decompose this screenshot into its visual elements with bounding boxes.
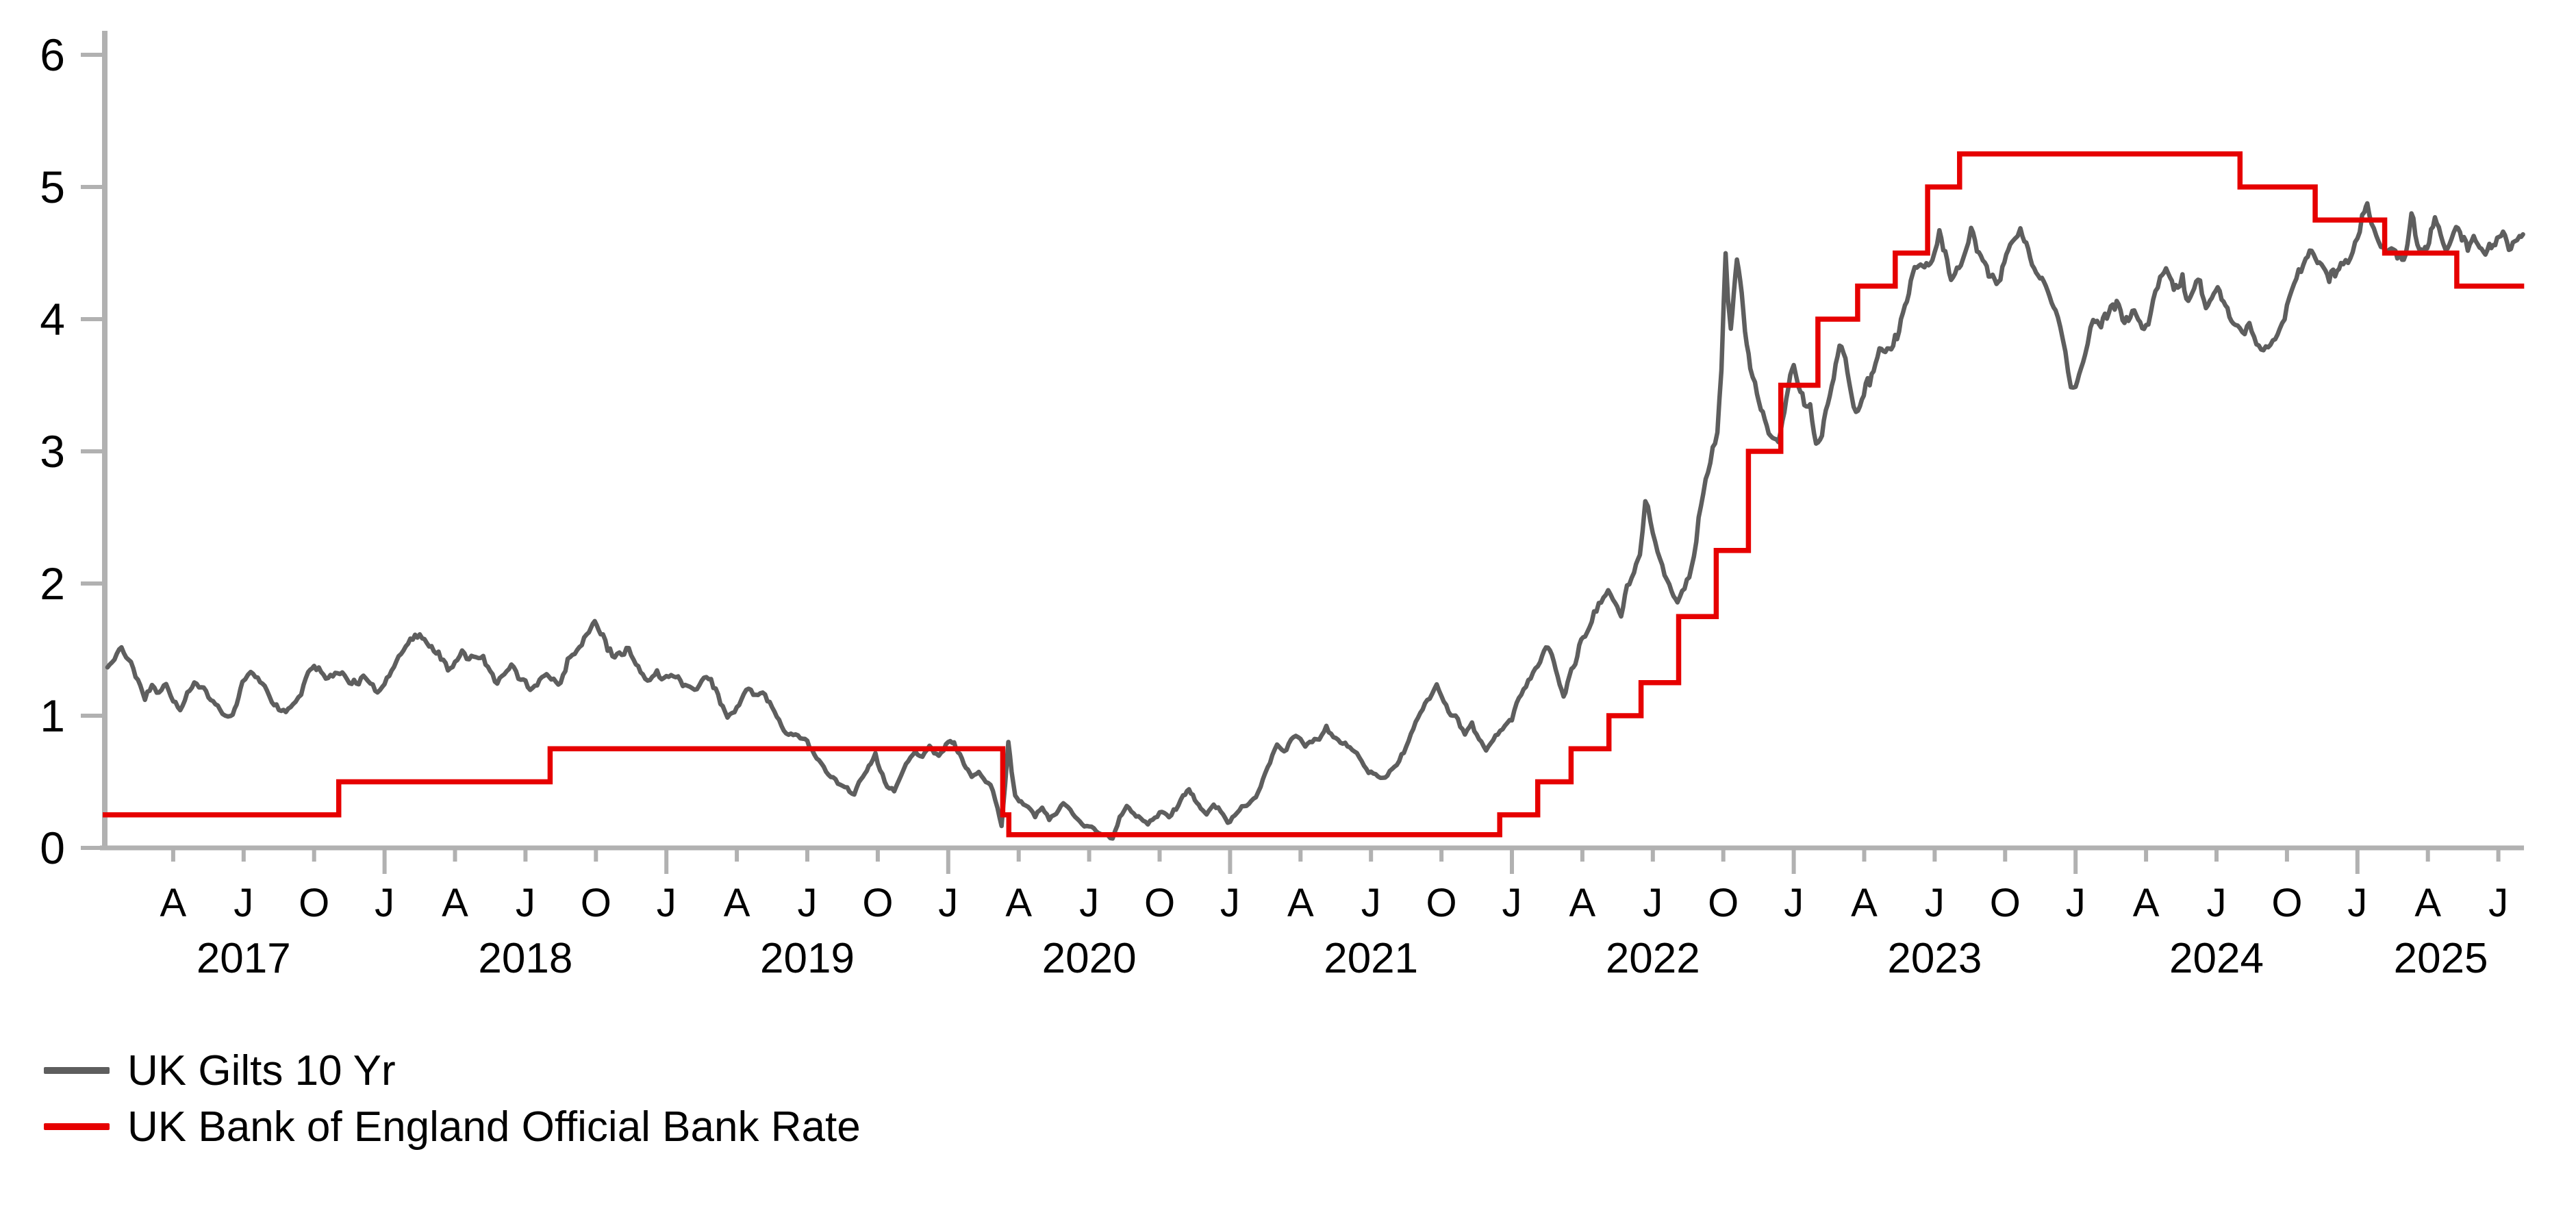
month-label: A [724,881,750,925]
legend-item-gilts: UK Gilts 10 Yr [44,1042,861,1099]
year-label: 2025 [2394,935,2488,982]
gilts-line-swatch [44,1067,110,1074]
month-label: A [1569,881,1596,925]
legend: UK Gilts 10 Yr UK Bank of England Offici… [44,1042,861,1155]
month-label: J [938,881,958,925]
month-label: O [299,881,329,925]
month-label: A [1287,881,1314,925]
month-label: J [1784,881,1804,925]
month-label: J [1361,881,1381,925]
month-label: J [798,881,818,925]
month-label: A [2133,881,2160,925]
month-label: O [581,881,611,925]
legend-label-bank-rate: UK Bank of England Official Bank Rate [127,1103,861,1151]
month-label: J [375,881,394,925]
year-label: 2020 [1042,935,1137,982]
month-label: J [1643,881,1663,925]
bank-rate-step-path [103,151,2525,838]
month-label: J [1220,881,1240,925]
gilts-line-series [105,201,2525,841]
month-label: J [233,881,253,925]
month-label: J [2066,881,2086,925]
month-label: J [2347,881,2367,925]
year-label: 2017 [197,935,291,982]
month-label: J [657,881,677,925]
month-label: A [442,881,468,925]
month-label: J [516,881,535,925]
year-label: 2021 [1324,935,1418,982]
month-label: A [2414,881,2441,925]
year-label: 2022 [1606,935,1700,982]
month-label: A [160,881,187,925]
month-label: J [1502,881,1522,925]
month-label: J [2488,881,2508,925]
month-label: J [1079,881,1099,925]
y-tick-label: 1 [40,690,65,741]
bank-rate-step-series [103,151,2525,838]
legend-item-bank-rate: UK Bank of England Official Bank Rate [44,1099,861,1155]
month-label: O [1708,881,1739,925]
month-label: A [1851,881,1878,925]
year-label: 2019 [760,935,855,982]
gilts-line-path [105,201,2525,841]
bank-rate-line-swatch [44,1123,110,1130]
y-tick-label: 0 [40,823,65,873]
month-label: J [1925,881,1945,925]
year-label: 2018 [478,935,572,982]
month-label: O [2271,881,2302,925]
month-label: O [1144,881,1175,925]
year-label: 2023 [1887,935,1982,982]
y-tick-label: 5 [40,162,65,212]
y-tick-label: 2 [40,558,65,609]
legend-label-gilts: UK Gilts 10 Yr [127,1047,396,1094]
month-label: O [1990,881,2021,925]
year-label: 2024 [2169,935,2264,982]
month-label: A [1005,881,1032,925]
month-label: J [2207,881,2227,925]
month-label: O [862,881,893,925]
y-tick-label: 3 [40,426,65,477]
y-tick-label: 6 [40,29,65,80]
month-label: O [1426,881,1457,925]
y-tick-label: 4 [40,294,65,344]
